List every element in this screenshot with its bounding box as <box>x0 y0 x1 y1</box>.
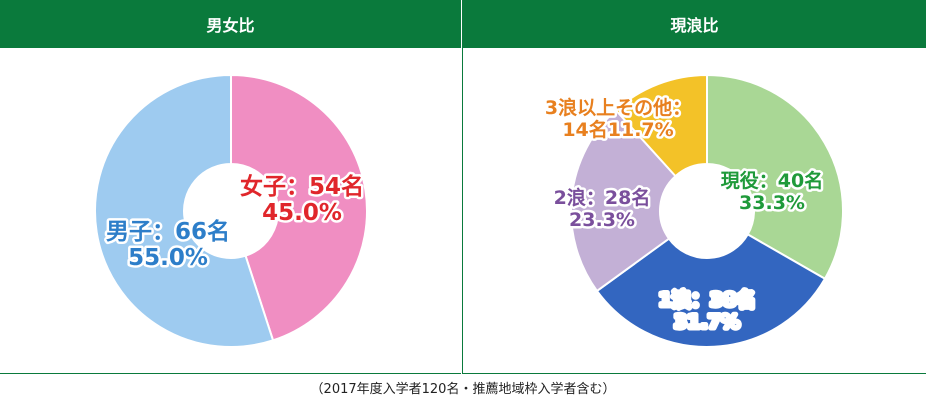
data-label-女子-count: 女子：54名 <box>240 173 364 200</box>
data-label-現役-count: 現役：40名 <box>721 169 823 192</box>
data-label-男子-count: 男子：66名 <box>106 218 230 245</box>
ronin-ratio-panel: 現浪比 現役：40名 33.3% 1浪：38名 31.7% 2浪：28名 23.3% 3浪以… <box>462 0 926 374</box>
header-divider <box>461 0 462 48</box>
data-label-男子-percent: 55.0% <box>128 245 208 271</box>
slice-女子 <box>230 73 368 342</box>
gender-ratio-panel: 男女比 女子：54名 45.0% 男子：66名 55.0% <box>0 0 461 374</box>
ronin-ratio-title: 現浪比 <box>463 0 926 48</box>
footnote: （2017年度入学者120名・推薦地域枠入学者含む） <box>310 382 616 397</box>
data-label-3浪以上その他-percent: 14名11.7% <box>562 118 673 141</box>
slice-2浪 <box>570 108 677 293</box>
slice-3浪以上その他 <box>614 73 708 178</box>
data-label-女子-percent: 45.0% <box>262 200 342 226</box>
gender-ratio-title: 男女比 <box>0 0 461 48</box>
data-label-2浪-count: 2浪：28名 <box>554 186 651 209</box>
data-label-現役-percent: 33.3% <box>739 192 805 214</box>
slice-現役 <box>706 73 844 281</box>
slice-男子 <box>94 73 275 348</box>
data-label-1浪-count: 1浪：38名 <box>659 288 756 311</box>
slice-1浪 <box>595 233 827 348</box>
data-label-1浪-percent: 31.7% <box>674 311 740 333</box>
data-label-2浪-percent: 23.3% <box>569 209 635 231</box>
data-label-3浪以上その他-count: 3浪以上その他： <box>545 96 691 119</box>
